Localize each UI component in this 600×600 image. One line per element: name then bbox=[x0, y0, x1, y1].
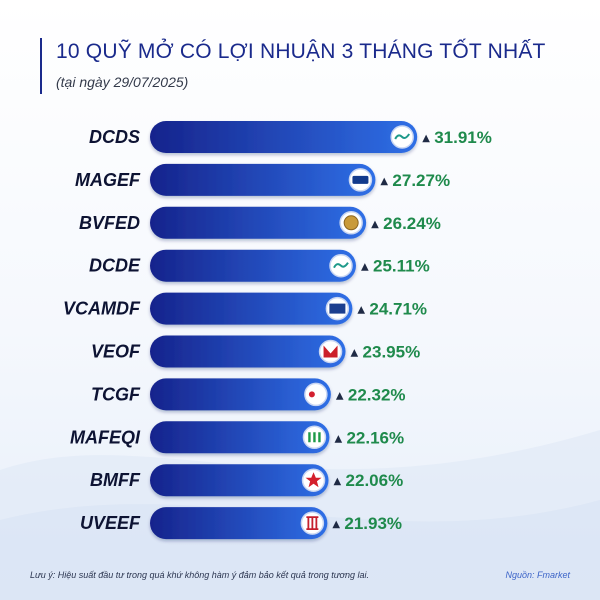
up-arrow-icon: ▲ bbox=[351, 348, 359, 359]
up-arrow-icon: ▲ bbox=[334, 476, 342, 487]
bar bbox=[150, 378, 331, 411]
up-arrow-icon: ▲ bbox=[361, 262, 369, 273]
up-arrow-icon: ▲ bbox=[357, 305, 365, 316]
footer-note: Lưu ý: Hiệu suất đầu tư trong quá khứ kh… bbox=[30, 570, 369, 580]
chart-title: 10 QUỸ MỞ CÓ LỢI NHUẬN 3 THÁNG TỐT NHẤT bbox=[56, 40, 546, 63]
bar-row: DCDS ▲ 31.91% bbox=[89, 121, 492, 153]
category-label: VEOF bbox=[91, 342, 141, 362]
bar-row: BMFF ▲ 22.06% bbox=[90, 464, 404, 497]
up-arrow-icon: ▲ bbox=[336, 390, 344, 401]
bidv-logo-mark bbox=[305, 472, 322, 488]
bar-row: BVFED ▲ 26.24% bbox=[79, 206, 441, 239]
tcam-logo-icon bbox=[304, 382, 328, 407]
value-label: 31.91% bbox=[434, 128, 492, 147]
manulife-logo-mark bbox=[308, 432, 321, 443]
bar bbox=[150, 163, 376, 196]
dragon-capital-logo-mark bbox=[333, 262, 349, 269]
dragon-capital-logo-mark bbox=[394, 133, 411, 140]
bar-row: MAGEF ▲ 27.27% bbox=[75, 163, 450, 196]
value-label: 27.27% bbox=[392, 171, 450, 190]
category-label: UVEEF bbox=[80, 513, 141, 533]
value-label: 22.06% bbox=[346, 471, 404, 490]
category-label: DCDS bbox=[89, 127, 140, 147]
bar bbox=[150, 464, 329, 497]
category-label: TCGF bbox=[91, 384, 141, 404]
category-label: BVFED bbox=[79, 213, 140, 233]
bar-row: TCGF ▲ 22.32% bbox=[91, 378, 406, 411]
bar-row: UVEEF ▲ 21.93% bbox=[80, 507, 402, 540]
category-label: VCAMDF bbox=[63, 299, 141, 319]
title-accent-bar bbox=[40, 38, 42, 94]
up-arrow-icon: ▲ bbox=[332, 519, 340, 530]
up-arrow-icon: ▲ bbox=[422, 133, 430, 144]
category-label: DCDE bbox=[89, 256, 141, 276]
up-arrow-icon: ▲ bbox=[380, 176, 388, 187]
footer-source: Nguồn: Fmarket bbox=[505, 570, 570, 580]
bar bbox=[150, 249, 356, 282]
bar-row: MAFEQI ▲ 22.16% bbox=[70, 421, 404, 454]
vinacapital-logo-icon bbox=[318, 339, 343, 364]
category-label: MAFEQI bbox=[70, 427, 141, 447]
vcam-logo-mark bbox=[329, 303, 346, 314]
value-label: 22.32% bbox=[348, 385, 406, 404]
category-label: MAGEF bbox=[75, 170, 141, 190]
bar bbox=[150, 507, 328, 540]
value-label: 24.71% bbox=[369, 300, 427, 319]
bar bbox=[150, 121, 418, 153]
value-label: 22.16% bbox=[346, 428, 404, 447]
category-label: BMFF bbox=[90, 470, 141, 490]
chart-subtitle: (tại ngày 29/07/2025) bbox=[56, 74, 189, 90]
bar-row: DCDE ▲ 25.11% bbox=[89, 249, 430, 282]
bar bbox=[150, 421, 330, 454]
value-label: 23.95% bbox=[363, 343, 421, 362]
bar bbox=[150, 206, 367, 239]
up-arrow-icon: ▲ bbox=[371, 219, 379, 230]
uob-logo-mark bbox=[306, 516, 319, 530]
value-label: 21.93% bbox=[344, 514, 402, 533]
bar bbox=[150, 335, 346, 368]
bar bbox=[150, 292, 353, 325]
value-label: 25.11% bbox=[373, 257, 430, 276]
up-arrow-icon: ▲ bbox=[334, 433, 342, 444]
value-label: 26.24% bbox=[383, 214, 441, 233]
baoviet-logo-mark bbox=[343, 215, 359, 231]
bar-row: VEOF ▲ 23.95% bbox=[91, 335, 421, 368]
tcam-logo-mark bbox=[308, 391, 315, 398]
header: 10 QUỸ MỞ CÓ LỢI NHUẬN 3 THÁNG TỐT NHẤT … bbox=[40, 36, 580, 98]
bar-row: VCAMDF ▲ 24.71% bbox=[63, 292, 427, 325]
vinacapital-logo-mark bbox=[323, 345, 338, 358]
mirae-asset-logo-mark bbox=[352, 175, 369, 184]
